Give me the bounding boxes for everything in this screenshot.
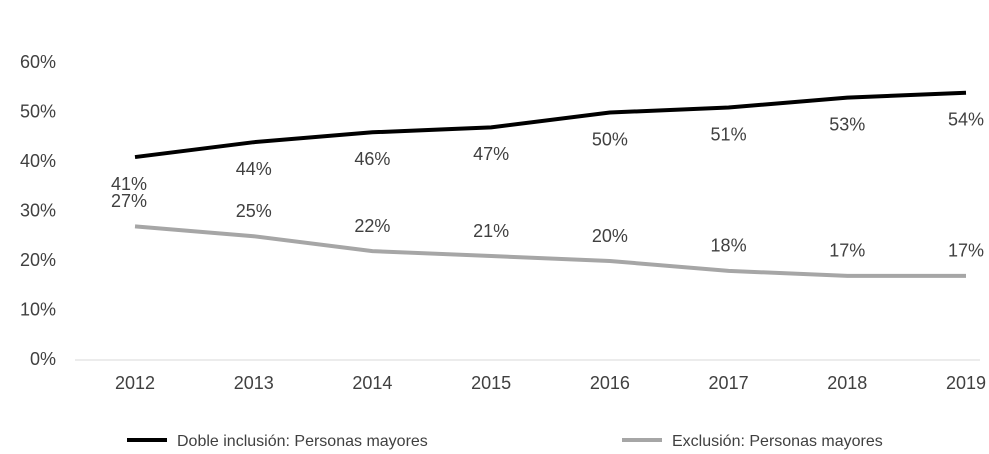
y-tick-label: 10% bbox=[20, 299, 56, 319]
y-tick-label: 50% bbox=[20, 101, 56, 121]
legend-label: Exclusión: Personas mayores bbox=[672, 433, 883, 450]
x-tick-label: 2015 bbox=[471, 373, 511, 393]
x-tick-label: 2016 bbox=[590, 373, 630, 393]
y-tick-label: 40% bbox=[20, 151, 56, 171]
series-line bbox=[134, 224, 966, 278]
data-label: 25% bbox=[236, 201, 272, 221]
data-label: 27% bbox=[111, 191, 147, 211]
data-label: 51% bbox=[711, 124, 747, 144]
data-label: 22% bbox=[354, 216, 390, 236]
data-label: 44% bbox=[236, 159, 272, 179]
data-label: 41% bbox=[111, 174, 147, 194]
y-tick-label: 60% bbox=[20, 52, 56, 72]
data-label: 20% bbox=[592, 226, 628, 246]
y-tick-label: 0% bbox=[30, 349, 56, 369]
x-tick-label: 2012 bbox=[115, 373, 155, 393]
data-label: 21% bbox=[473, 221, 509, 241]
legend-label: Doble inclusión: Personas mayores bbox=[177, 433, 428, 450]
data-label: 17% bbox=[829, 241, 865, 261]
data-label: 46% bbox=[354, 149, 390, 169]
x-tick-label: 2014 bbox=[352, 373, 392, 393]
x-tick-label: 2018 bbox=[827, 373, 867, 393]
data-label: 53% bbox=[829, 114, 865, 134]
data-label: 17% bbox=[948, 241, 984, 261]
x-tick-label: 2019 bbox=[946, 373, 986, 393]
x-tick-label: 2017 bbox=[709, 373, 749, 393]
data-label: 47% bbox=[473, 144, 509, 164]
x-tick-label: 2013 bbox=[234, 373, 274, 393]
y-tick-label: 30% bbox=[20, 200, 56, 220]
data-label: 54% bbox=[948, 109, 984, 129]
y-tick-label: 20% bbox=[20, 250, 56, 270]
data-label: 18% bbox=[711, 236, 747, 256]
data-label: 50% bbox=[592, 129, 628, 149]
series-line bbox=[134, 90, 967, 160]
